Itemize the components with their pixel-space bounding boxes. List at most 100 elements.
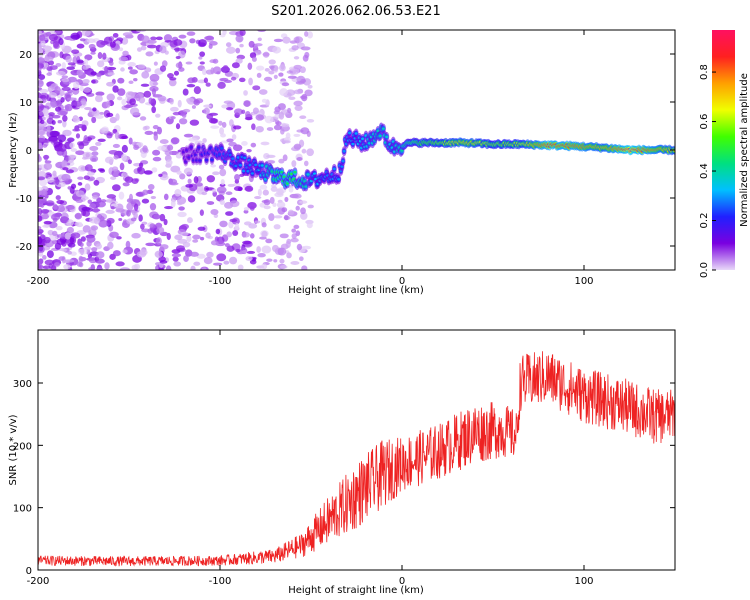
spectrogram-noise-blob — [38, 44, 42, 53]
spectrogram-noise-blob — [51, 114, 61, 119]
spectrogram-noise-blob — [304, 31, 309, 37]
spectrogram-noise-blob — [73, 100, 83, 107]
spectrogram-noise-blob — [181, 113, 187, 118]
spectrogram-noise-blob — [127, 66, 133, 70]
spectrogram-noise-blob — [254, 220, 261, 224]
spectrogram-noise-blob — [173, 39, 183, 46]
colorbar-tick-label: 0.4 — [699, 163, 710, 179]
spectrogram-noise-blob — [243, 90, 248, 96]
spectrogram-noise-blob — [142, 189, 149, 196]
spectrogram-noise-blob — [210, 240, 219, 246]
spectrogram-noise-blob — [131, 264, 138, 270]
spectrogram-noise-blob — [43, 236, 51, 244]
spectrogram-noise-blob — [219, 220, 228, 228]
spectrogram-noise-blob — [238, 77, 246, 83]
spectrogram-noise-blob — [261, 222, 267, 228]
spectrogram-noise-blob — [96, 267, 103, 270]
spectrogram-noise-blob — [306, 222, 313, 229]
snr-ylabel: SNR (10 * v/v) — [8, 414, 19, 485]
spectrogram-noise-blob — [38, 123, 46, 127]
spectrogram-noise-blob — [248, 77, 253, 86]
spectrogram-noise-blob — [186, 31, 196, 36]
snr-panel: -200 -100 0 100 0 100 200 300 Height of straigh… — [8, 329, 676, 596]
spectrogram-noise-blob — [95, 91, 105, 96]
spectrogram-noise-blob — [96, 72, 102, 77]
spectrogram-noise-blob — [38, 57, 45, 64]
spectrogram-noise-blob — [185, 97, 195, 103]
spectrogram-noise-blob — [140, 223, 145, 230]
spectrogram-noise-blob — [203, 256, 213, 265]
spectrogram-noise-blob — [100, 199, 107, 203]
spectrogram-noise-blob — [69, 142, 75, 149]
spectrogram-noise-blob — [126, 209, 131, 217]
spectrogram-noise-blob — [175, 123, 181, 130]
spectrogram-noise-blob — [54, 86, 61, 94]
spectrogram-noise-blob — [153, 214, 161, 220]
spectrogram-track-core — [304, 185, 308, 188]
spectrogram-noise-blob — [115, 261, 125, 267]
spectrogram-noise-blob — [194, 182, 203, 187]
spectrogram-noise-blob — [112, 85, 119, 93]
spectrogram-noise-blob — [147, 39, 157, 44]
spectrogram-noise-blob — [263, 205, 271, 210]
spectrogram-noise-blob — [223, 260, 230, 265]
spectrogram-track-core — [197, 146, 201, 149]
spectrogram-noise-blob — [273, 64, 279, 73]
spectrogram-noise-blob — [67, 62, 76, 66]
spectrogram-noise-blob — [61, 248, 67, 252]
spectrogram-y-tick-label: 10 — [19, 98, 32, 109]
spectrogram-noise-blob — [82, 210, 91, 217]
spectrogram-noise-blob — [197, 226, 206, 231]
spectrogram-noise-blob — [104, 66, 109, 74]
spectrogram-noise-blob — [106, 112, 114, 118]
spectrogram-noise-blob — [42, 108, 49, 117]
spectrogram-noise-blob — [122, 32, 133, 37]
spectrogram-noise-blob — [106, 66, 117, 71]
spectrogram-noise-blob — [164, 150, 173, 156]
spectrogram-noise-blob — [65, 55, 72, 63]
spectrogram-noise-blob — [75, 133, 81, 139]
spectrogram-noise-blob — [224, 79, 232, 83]
spectrogram-noise-blob — [91, 247, 98, 252]
spectrogram-track-core — [210, 158, 214, 161]
spectrogram-noise-blob — [153, 133, 159, 141]
spectrogram-noise-blob — [61, 159, 68, 167]
spectrogram-noise-blob — [237, 187, 243, 192]
spectrogram-noise-blob — [144, 130, 154, 136]
spectrogram-noise-blob — [141, 71, 150, 79]
spectrogram-noise-blob — [158, 173, 163, 177]
spectrogram-noise-blob — [206, 175, 216, 183]
spectrogram-noise-blob — [43, 56, 54, 62]
spectrogram-noise-blob — [66, 66, 76, 70]
spectrogram-noise-blob — [183, 167, 193, 175]
spectrogram-noise-blob — [38, 128, 46, 136]
spectrogram-noise-blob — [235, 35, 244, 43]
spectrogram-noise-blob — [246, 250, 256, 254]
spectrogram-noise-blob — [279, 265, 288, 269]
spectrogram-noise-blob — [163, 218, 168, 226]
spectrogram-noise-blob — [278, 72, 284, 77]
spectrogram-noise-blob — [144, 125, 150, 130]
colorbar-tick-label: 0.6 — [699, 114, 710, 130]
spectrogram-noise-blob — [247, 62, 253, 70]
spectrogram-noise-blob — [174, 189, 182, 197]
spectrogram-noise-blob — [137, 166, 142, 172]
spectrogram-noise-blob — [127, 159, 132, 165]
spectrogram-noise-blob — [285, 132, 291, 139]
spectrogram-noise-blob — [87, 199, 93, 204]
spectrogram-noise-blob — [300, 127, 310, 135]
spectrogram-noise-blob — [272, 202, 277, 207]
spectrogram-noise-blob — [296, 157, 303, 161]
spectrogram-noise-blob — [121, 144, 128, 153]
snr-y-tick-label: 0 — [26, 566, 32, 577]
spectrogram-noise-blob — [178, 118, 188, 125]
spectrogram-noise-blob — [206, 113, 214, 120]
spectrogram-noise-blob — [38, 208, 43, 216]
spectrogram-noise-blob — [70, 251, 77, 256]
spectrogram-noise-blob — [175, 152, 183, 159]
colorbar-ticks: 0.0 0.2 0.4 0.6 0.8 — [699, 64, 716, 278]
spectrogram-noise-blob — [40, 94, 47, 100]
spectrogram-noise-blob — [150, 195, 157, 200]
spectrogram-noise-blob — [48, 112, 55, 116]
spectrogram-noise-blob — [307, 84, 313, 89]
